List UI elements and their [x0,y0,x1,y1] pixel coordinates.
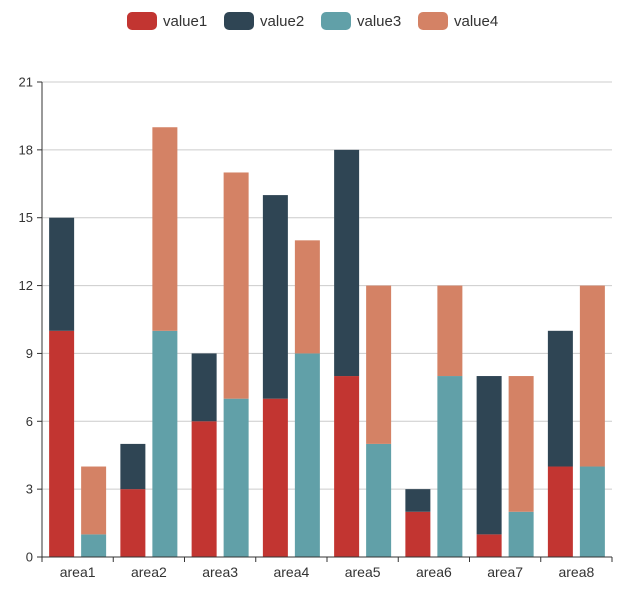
legend-swatch-value4 [418,12,448,30]
y-tick-label: 21 [19,75,33,90]
bar-area7-value3[interactable] [508,511,534,557]
y-gridlines [42,81,612,490]
bar-area8-value4[interactable] [579,285,605,467]
bar-area1-value4[interactable] [81,466,107,535]
y-tick-label: 9 [26,346,33,361]
legend-label-value2: value2 [260,13,304,30]
bar-area4-value2[interactable] [262,195,288,399]
bar-area3-value1[interactable] [191,421,217,557]
y-tick-label: 15 [19,210,33,225]
bar-area7-value1[interactable] [476,534,502,557]
bar-area3-value2[interactable] [191,353,217,422]
x-tick-label: area8 [558,564,594,580]
y-tick-label: 0 [26,550,33,565]
y-tick-label: 18 [19,142,33,157]
bar-area4-value3[interactable] [294,353,320,557]
bar-area8-value2[interactable] [547,330,573,467]
bar-area2-value4[interactable] [152,127,178,331]
legend-item-value2[interactable]: value2 [224,12,304,30]
bar-area5-value3[interactable] [366,443,392,557]
legend-item-value4[interactable]: value4 [418,12,498,30]
bar-area3-value3[interactable] [223,398,249,557]
bar-area4-value4[interactable] [294,240,320,354]
bar-area2-value1[interactable] [120,489,146,557]
bars [49,127,605,557]
bar-area6-value4[interactable] [437,285,463,377]
bar-area7-value2[interactable] [476,376,502,535]
bar-area6-value1[interactable] [405,511,431,557]
y-tick-label: 6 [26,414,33,429]
bar-area5-value2[interactable] [334,149,360,377]
bar-area5-value1[interactable] [334,376,360,557]
x-tick-label: area1 [60,564,96,580]
legend-label-value3: value3 [357,13,401,30]
bar-area6-value3[interactable] [437,376,463,557]
x-tick-label: area3 [202,564,238,580]
legend-swatch-value1 [127,12,157,30]
x-tick-label: area6 [416,564,452,580]
bar-area2-value3[interactable] [152,330,178,557]
legend-item-value1[interactable]: value1 [127,12,207,30]
legend-swatch-value2 [224,12,254,30]
y-tick-label: 3 [26,482,33,497]
legend-swatch-value3 [321,12,351,30]
bar-area5-value4[interactable] [366,285,392,444]
bar-area3-value4[interactable] [223,172,249,399]
x-tick-label: area5 [345,564,381,580]
bar-area2-value2[interactable] [120,443,146,490]
bar-area8-value3[interactable] [579,466,605,557]
bar-area1-value3[interactable] [81,534,107,557]
x-tick-label: area2 [131,564,167,580]
bar-area4-value1[interactable] [262,398,288,557]
legend-item-value3[interactable]: value3 [321,12,401,30]
legend-label-value4: value4 [454,13,498,30]
axes: 0 3 6 9 12 15 18 21 area1 area2 area3 area4 area5 are… [19,75,613,580]
bar-area6-value2[interactable] [405,489,431,512]
y-tick-label: 12 [19,278,33,293]
x-tick-label: area7 [487,564,523,580]
bar-area7-value4[interactable] [508,376,534,512]
legend-label-value1: value1 [163,13,207,30]
x-tick-label: area4 [273,564,309,580]
bar-area1-value2[interactable] [49,217,75,331]
bar-area8-value1[interactable] [547,466,573,557]
legend[interactable]: value1 value2 value3 value4 [127,12,498,30]
bar-area1-value1[interactable] [49,330,75,557]
